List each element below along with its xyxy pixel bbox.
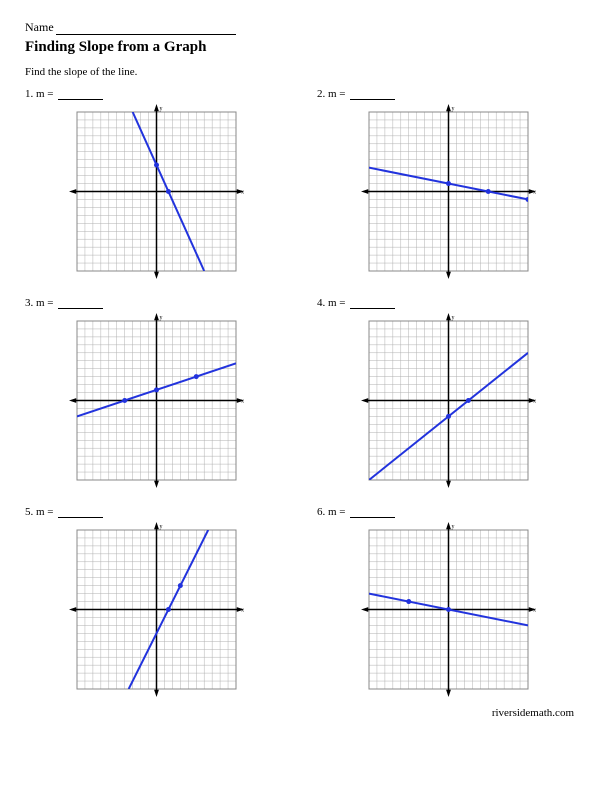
plotted-point — [122, 398, 127, 403]
instructions: Find the slope of the line. — [25, 66, 579, 78]
problem: 6. m = xy — [317, 506, 579, 697]
svg-text:x: x — [241, 399, 244, 405]
svg-text:x: x — [241, 608, 244, 614]
answer-blank[interactable] — [58, 308, 103, 309]
answer-blank[interactable] — [350, 99, 395, 100]
name-label: Name — [25, 20, 54, 34]
graph-container: xy — [25, 313, 287, 488]
slope-label: m = — [36, 297, 54, 309]
name-blank[interactable] — [56, 34, 236, 35]
plotted-point — [154, 387, 159, 392]
problem: 4. m = xy — [317, 297, 579, 488]
problem: 3. m = xy — [25, 297, 287, 488]
footer-link: riversidemath.com — [25, 707, 579, 719]
graph-container: xy — [317, 313, 579, 488]
graph-container: xy — [317, 522, 579, 697]
answer-blank[interactable] — [58, 99, 103, 100]
page-title: Finding Slope from a Graph — [25, 39, 579, 56]
plotted-point — [154, 163, 159, 168]
slope-label: m = — [36, 506, 54, 518]
graph-container: xy — [25, 104, 287, 279]
problem: 1. m = xy — [25, 88, 287, 279]
plotted-point — [165, 189, 170, 194]
plotted-point — [446, 414, 451, 419]
plotted-point — [193, 374, 198, 379]
problem-number: 5. — [25, 506, 33, 518]
problem-number: 3. — [25, 297, 33, 309]
problem-prompt: 1. m = — [25, 88, 287, 100]
svg-text:y: y — [159, 315, 162, 321]
slope-label: m = — [328, 88, 346, 100]
problem-prompt: 5. m = — [25, 506, 287, 518]
graph-container: xy — [25, 522, 287, 697]
coordinate-graph: xy — [361, 104, 536, 279]
problem-prompt: 2. m = — [317, 88, 579, 100]
coordinate-graph: xy — [69, 104, 244, 279]
svg-text:y: y — [159, 106, 162, 112]
svg-text:y: y — [451, 524, 454, 530]
svg-text:y: y — [451, 315, 454, 321]
answer-blank[interactable] — [350, 517, 395, 518]
problems-grid: 1. m = xy2. m = xy3. m = xy4. m = xy5. m… — [25, 88, 579, 697]
plotted-point — [446, 607, 451, 612]
problem-prompt: 6. m = — [317, 506, 579, 518]
svg-text:x: x — [241, 190, 244, 196]
svg-text:y: y — [159, 524, 162, 530]
problem-number: 1. — [25, 88, 33, 100]
plotted-point — [525, 197, 530, 202]
problem-prompt: 4. m = — [317, 297, 579, 309]
coordinate-graph: xy — [69, 522, 244, 697]
graph-container: xy — [317, 104, 579, 279]
problem-number: 2. — [317, 88, 325, 100]
coordinate-graph: xy — [361, 313, 536, 488]
problem: 2. m = xy — [317, 88, 579, 279]
answer-blank[interactable] — [350, 308, 395, 309]
plotted-point — [485, 189, 490, 194]
name-field: Name — [25, 20, 579, 35]
answer-blank[interactable] — [58, 517, 103, 518]
problem: 5. m = xy — [25, 506, 287, 697]
coordinate-graph: xy — [361, 522, 536, 697]
slope-label: m = — [36, 88, 54, 100]
coordinate-graph: xy — [69, 313, 244, 488]
plotted-point — [465, 398, 470, 403]
svg-text:x: x — [533, 399, 536, 405]
slope-label: m = — [328, 506, 346, 518]
svg-text:x: x — [533, 190, 536, 196]
slope-label: m = — [328, 297, 346, 309]
plotted-point — [165, 607, 170, 612]
plotted-point — [446, 181, 451, 186]
plotted-point — [177, 583, 182, 588]
svg-text:x: x — [533, 608, 536, 614]
problem-prompt: 3. m = — [25, 297, 287, 309]
problem-number: 4. — [317, 297, 325, 309]
plotted-point — [406, 599, 411, 604]
problem-number: 6. — [317, 506, 325, 518]
svg-text:y: y — [451, 106, 454, 112]
